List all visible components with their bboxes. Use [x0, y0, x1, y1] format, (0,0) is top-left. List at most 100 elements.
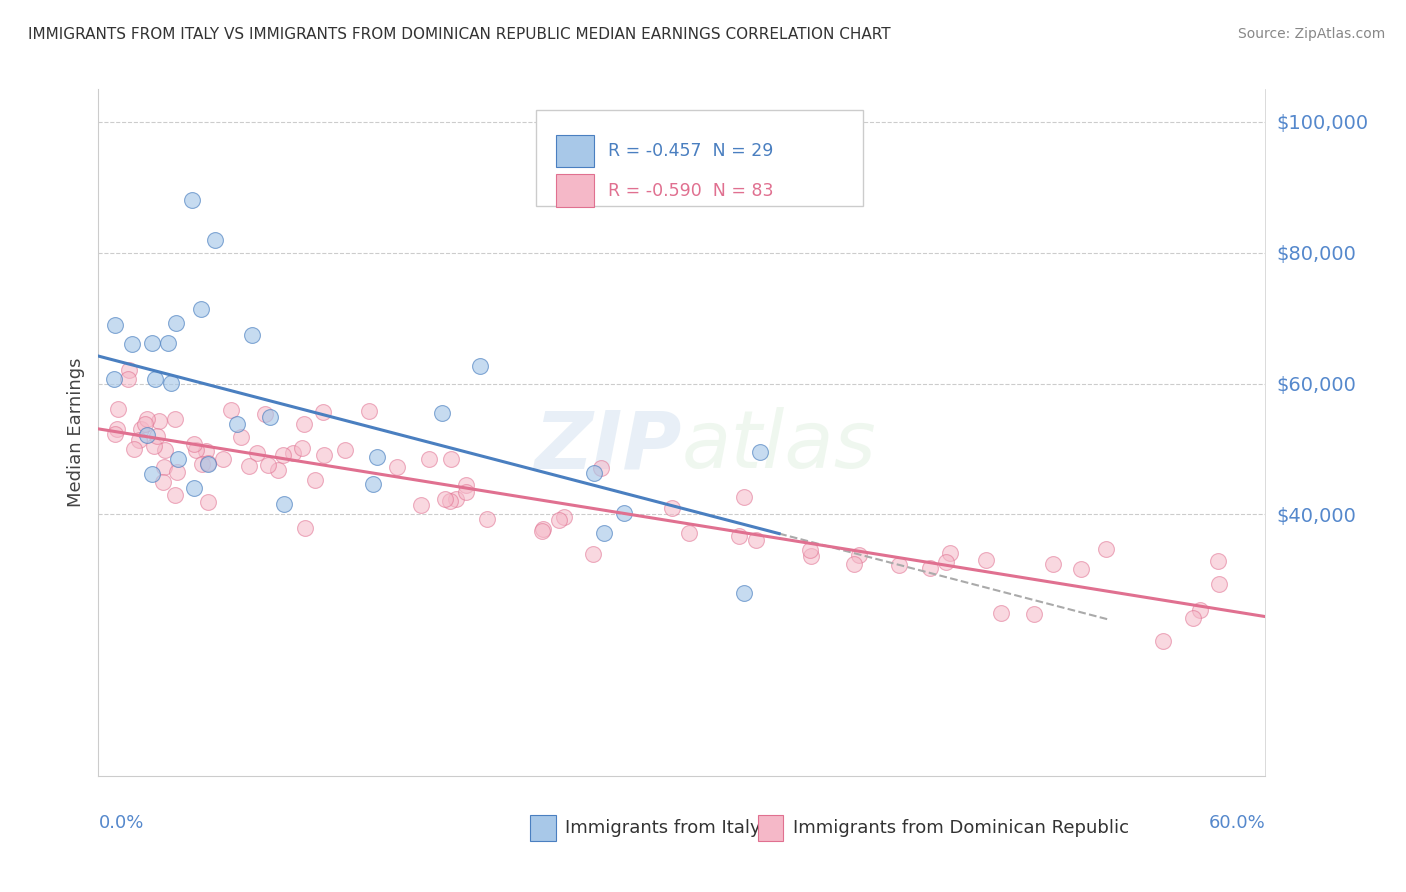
Point [553, 510, 575, 524]
Point [246, 446, 269, 460]
Point [136, 412, 159, 426]
Point [165, 412, 187, 426]
Point [312, 448, 335, 462]
Text: atlas: atlas [682, 408, 877, 485]
Point [433, 492, 456, 507]
Point [129, 422, 152, 436]
Point [156, 335, 179, 350]
Point [548, 513, 571, 527]
Point [167, 452, 190, 467]
Point [253, 408, 276, 422]
Point [267, 462, 290, 476]
Point [304, 473, 326, 487]
Text: 0.0%: 0.0% [98, 814, 143, 832]
Point [124, 442, 146, 457]
Point [117, 372, 139, 386]
Point [418, 452, 440, 467]
Point [848, 549, 870, 563]
Point [974, 553, 997, 567]
Point [745, 533, 768, 547]
Point [1188, 603, 1211, 617]
Bar [555, 174, 595, 207]
Point [477, 512, 499, 526]
Point [183, 437, 205, 451]
Point [439, 494, 461, 508]
Point [141, 467, 163, 481]
Point [219, 402, 242, 417]
Point [143, 372, 166, 386]
Point [1181, 611, 1204, 625]
Point [148, 413, 170, 427]
Point [107, 401, 129, 416]
Point [430, 406, 453, 420]
Point [530, 524, 553, 538]
Point [887, 558, 910, 572]
Point [661, 501, 683, 516]
Bar [758, 814, 783, 840]
Text: 60.0%: 60.0% [1209, 814, 1265, 832]
Point [165, 316, 187, 330]
Point [105, 422, 128, 436]
Point [582, 466, 605, 480]
Point [166, 466, 188, 480]
Point [454, 485, 477, 500]
Point [357, 403, 380, 417]
Point [589, 461, 612, 475]
Point [271, 448, 294, 462]
Point [190, 302, 212, 317]
Point [1042, 558, 1064, 572]
Point [153, 442, 176, 457]
Point [1095, 542, 1118, 557]
Point [678, 525, 700, 540]
Point [128, 433, 150, 447]
Point [291, 442, 314, 456]
Point [1022, 607, 1045, 621]
Point [143, 438, 166, 452]
Point [592, 525, 614, 540]
Point [134, 417, 156, 431]
Text: IMMIGRANTS FROM ITALY VS IMMIGRANTS FROM DOMINICAN REPUBLIC MEDIAN EARNINGS CORR: IMMIGRANTS FROM ITALY VS IMMIGRANTS FROM… [28, 27, 891, 42]
Point [366, 450, 388, 464]
Point [613, 506, 636, 520]
Point [238, 458, 260, 473]
Point [204, 233, 226, 247]
Point [184, 442, 207, 457]
Point [939, 546, 962, 560]
Point [273, 497, 295, 511]
Point [799, 543, 821, 558]
Point [229, 429, 252, 443]
Point [733, 586, 755, 600]
Bar [555, 135, 595, 168]
Point [748, 445, 770, 459]
Point [990, 607, 1012, 621]
Bar [530, 814, 555, 840]
Point [292, 417, 315, 432]
Point [361, 477, 384, 491]
Point [240, 327, 263, 342]
Point [799, 549, 821, 563]
Point [918, 561, 941, 575]
Point [281, 446, 304, 460]
Point [183, 481, 205, 495]
Point [259, 410, 281, 425]
Point [191, 457, 214, 471]
Point [152, 475, 174, 490]
Point [160, 376, 183, 390]
Point [195, 444, 218, 458]
Point [387, 459, 409, 474]
Point [103, 372, 125, 386]
Text: Source: ZipAtlas.com: Source: ZipAtlas.com [1237, 27, 1385, 41]
Point [733, 490, 755, 504]
Point [163, 488, 186, 502]
Point [468, 359, 491, 374]
Text: R = -0.457  N = 29: R = -0.457 N = 29 [609, 142, 773, 160]
Point [121, 337, 143, 351]
Point [197, 495, 219, 509]
Y-axis label: Median Earnings: Median Earnings [66, 358, 84, 508]
Point [212, 452, 235, 467]
Point [197, 458, 219, 472]
Point [1152, 634, 1174, 648]
Point [146, 429, 169, 443]
Point [411, 498, 433, 512]
FancyBboxPatch shape [536, 110, 863, 206]
